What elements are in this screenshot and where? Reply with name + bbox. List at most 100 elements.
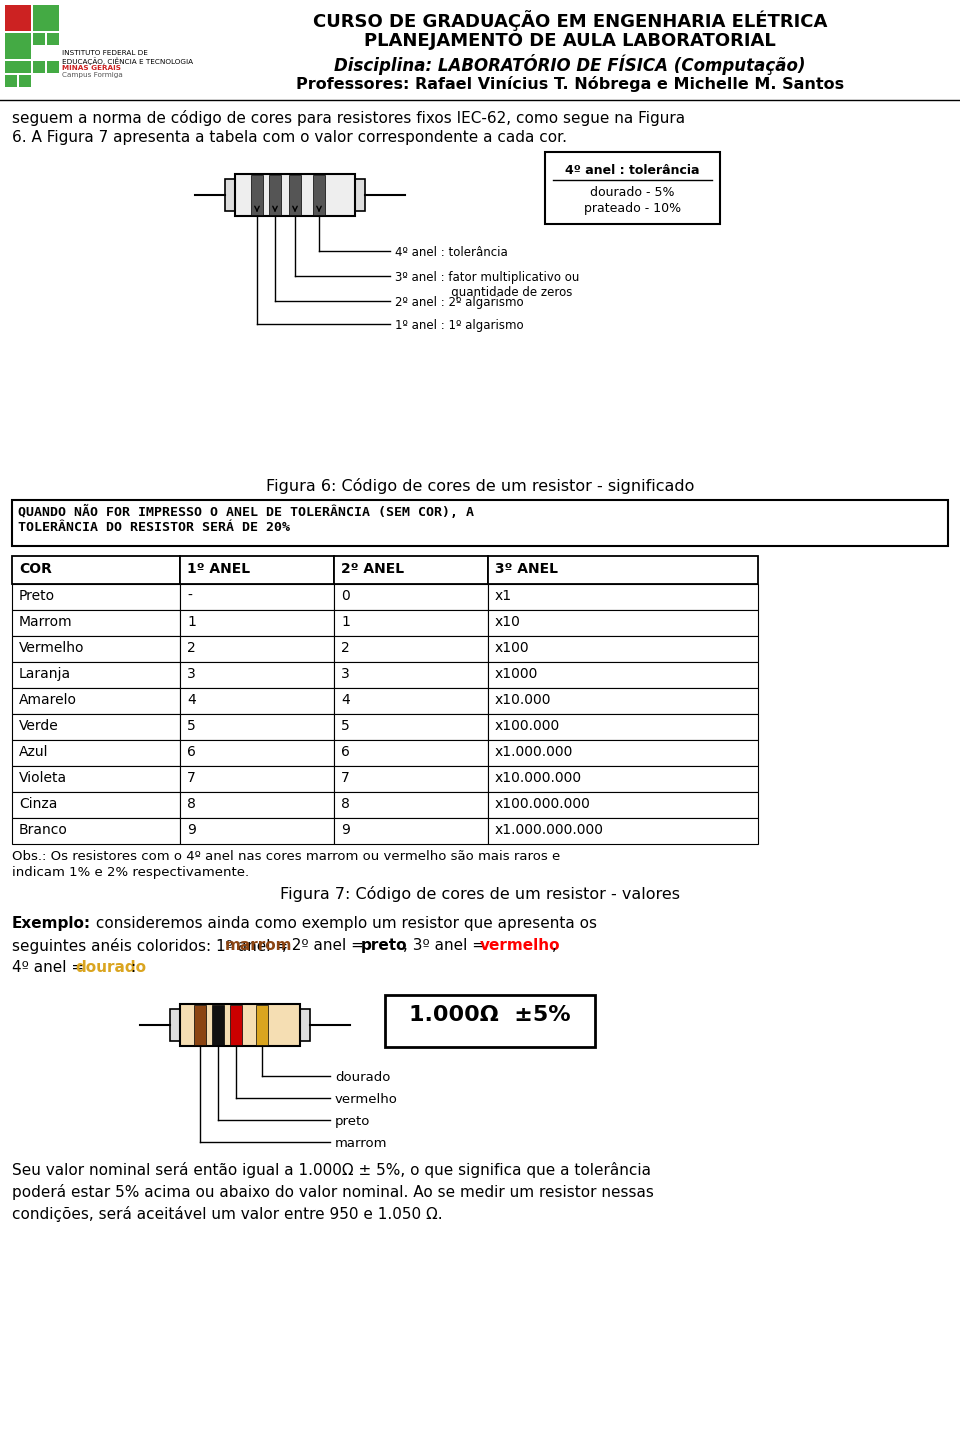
Bar: [488, 662, 758, 688]
Bar: [5, 4, 31, 32]
Bar: [12, 636, 180, 662]
Text: marrom: marrom: [225, 939, 293, 953]
Bar: [180, 714, 334, 739]
Text: x1000: x1000: [495, 666, 539, 681]
Text: Azul: Azul: [19, 745, 49, 759]
Text: 6. A Figura 7 apresenta a tabela com o valor correspondente a cada cor.: 6. A Figura 7 apresenta a tabela com o v…: [12, 130, 567, 145]
Text: seguintes anéis coloridos: 1º anel =: seguintes anéis coloridos: 1º anel =: [12, 939, 293, 954]
Bar: [33, 33, 45, 44]
Text: x10: x10: [495, 615, 521, 629]
Bar: [488, 636, 758, 662]
Text: , 3º anel =: , 3º anel =: [403, 939, 490, 953]
Text: 3º anel : fator multiplicativo ou
               quantidade de zeros: 3º anel : fator multiplicativo ou quanti…: [395, 271, 580, 299]
Text: condições, será aceitável um valor entre 950 e 1.050 Ω.: condições, será aceitável um valor entre…: [12, 1207, 443, 1222]
Bar: [180, 636, 334, 662]
Bar: [12, 662, 180, 688]
Text: Marrom: Marrom: [19, 615, 73, 629]
Text: indicam 1% e 2% respectivamente.: indicam 1% e 2% respectivamente.: [12, 866, 250, 878]
Text: Branco: Branco: [19, 823, 68, 837]
Text: ,: ,: [552, 939, 557, 953]
Bar: [180, 556, 334, 585]
Bar: [334, 610, 488, 636]
Text: -: -: [187, 589, 192, 603]
Bar: [180, 739, 334, 767]
Bar: [334, 556, 488, 585]
Bar: [230, 1005, 242, 1045]
Bar: [545, 152, 720, 224]
Text: poderá estar 5% acima ou abaixo do valor nominal. Ao se medir um resistor nessas: poderá estar 5% acima ou abaixo do valor…: [12, 1184, 654, 1199]
Bar: [269, 175, 281, 215]
Text: 1.000Ω  ±5%: 1.000Ω ±5%: [409, 1005, 571, 1025]
Bar: [334, 585, 488, 610]
Bar: [12, 818, 180, 844]
Text: Figura 7: Código de cores de um resistor - valores: Figura 7: Código de cores de um resistor…: [280, 886, 680, 901]
Bar: [180, 818, 334, 844]
Bar: [334, 818, 488, 844]
Bar: [334, 767, 488, 792]
Text: Campus Formiga: Campus Formiga: [62, 72, 123, 77]
Text: , 2º anel =: , 2º anel =: [282, 939, 369, 953]
Bar: [313, 175, 325, 215]
Text: Preto: Preto: [19, 589, 55, 603]
Bar: [334, 739, 488, 767]
Text: 4: 4: [187, 694, 196, 706]
Bar: [12, 688, 180, 714]
Bar: [12, 767, 180, 792]
Text: Professores: Rafael Vinícius T. Nóbrega e Michelle M. Santos: Professores: Rafael Vinícius T. Nóbrega …: [296, 76, 844, 92]
Text: Violeta: Violeta: [19, 771, 67, 785]
Bar: [488, 767, 758, 792]
Bar: [180, 610, 334, 636]
Text: x1.000.000: x1.000.000: [495, 745, 573, 759]
Text: 9: 9: [341, 823, 349, 837]
Text: 0: 0: [341, 589, 349, 603]
Text: 3: 3: [187, 666, 196, 681]
Text: 7: 7: [341, 771, 349, 785]
Bar: [12, 500, 948, 546]
Text: 1º anel : 1º algarismo: 1º anel : 1º algarismo: [395, 320, 523, 332]
Bar: [488, 714, 758, 739]
Text: dourado: dourado: [75, 960, 146, 974]
Bar: [385, 995, 595, 1048]
Text: QUANDO NÃO FOR IMPRESSO O ANEL DE TOLERÂNCIA (SEM COR), A
TOLERÂNCIA DO RESISTOR: QUANDO NÃO FOR IMPRESSO O ANEL DE TOLERÂ…: [18, 504, 474, 535]
Bar: [488, 739, 758, 767]
Bar: [180, 585, 334, 610]
Text: CURSO DE GRADUAÇÃO EM ENGENHARIA ELÉTRICA: CURSO DE GRADUAÇÃO EM ENGENHARIA ELÉTRIC…: [313, 10, 828, 32]
Text: 8: 8: [187, 797, 196, 811]
Text: MINAS GERAIS: MINAS GERAIS: [62, 64, 121, 72]
Text: Seu valor nominal será então igual a 1.000Ω ± 5%, o que significa que a tolerânc: Seu valor nominal será então igual a 1.0…: [12, 1162, 651, 1178]
Bar: [12, 556, 180, 585]
Text: x100.000: x100.000: [495, 719, 561, 734]
Text: 7: 7: [187, 771, 196, 785]
Bar: [170, 1009, 180, 1040]
Text: 3: 3: [341, 666, 349, 681]
Text: Verde: Verde: [19, 719, 59, 734]
Text: 4º anel : tolerância: 4º anel : tolerância: [565, 163, 700, 178]
Bar: [180, 688, 334, 714]
Text: PLANEJAMENTO DE AULA LABORATORIAL: PLANEJAMENTO DE AULA LABORATORIAL: [364, 32, 776, 50]
Bar: [488, 818, 758, 844]
Bar: [5, 75, 17, 87]
Text: seguem a norma de código de cores para resistores fixos IEC-62, como segue na Fi: seguem a norma de código de cores para r…: [12, 110, 685, 126]
Text: Vermelho: Vermelho: [19, 641, 84, 655]
Bar: [256, 1005, 268, 1045]
Text: 5: 5: [341, 719, 349, 734]
Bar: [334, 636, 488, 662]
Bar: [12, 610, 180, 636]
Text: 3º ANEL: 3º ANEL: [495, 562, 558, 576]
Text: EDUCAÇÃO, CIÊNCIA E TECNOLOGIA: EDUCAÇÃO, CIÊNCIA E TECNOLOGIA: [62, 57, 193, 64]
Text: 4: 4: [341, 694, 349, 706]
Text: :: :: [130, 960, 135, 974]
Text: 1: 1: [341, 615, 349, 629]
Bar: [12, 792, 180, 818]
Bar: [180, 792, 334, 818]
Bar: [334, 688, 488, 714]
Bar: [355, 179, 365, 211]
Text: Disciplina: LABORATÓRIO DE FÍSICA (Computação): Disciplina: LABORATÓRIO DE FÍSICA (Compu…: [334, 54, 805, 75]
Bar: [334, 662, 488, 688]
Bar: [33, 4, 59, 32]
Bar: [488, 556, 758, 585]
Bar: [488, 585, 758, 610]
Bar: [488, 792, 758, 818]
Text: Amarelo: Amarelo: [19, 694, 77, 706]
Text: 2º anel : 2º algarismo: 2º anel : 2º algarismo: [395, 297, 523, 310]
